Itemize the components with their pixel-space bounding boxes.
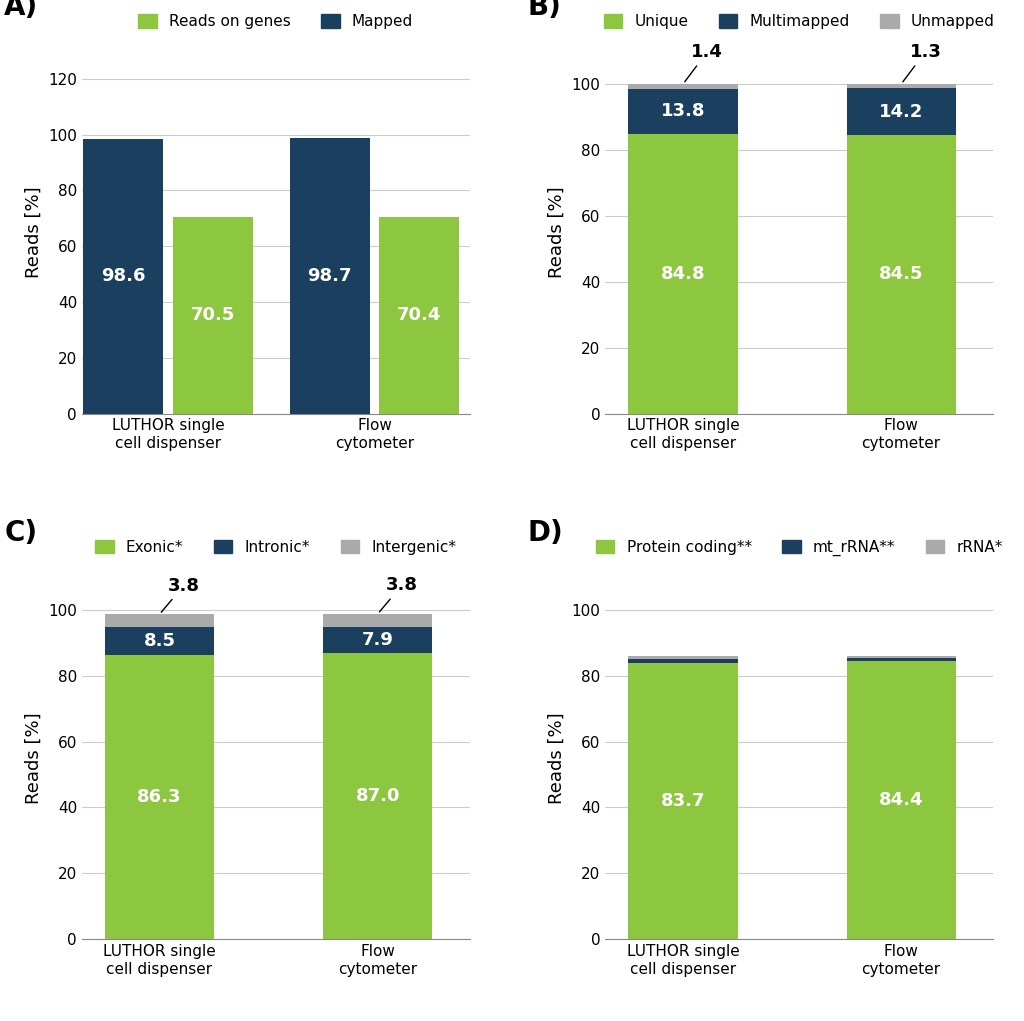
Y-axis label: Reads [%]: Reads [%] (548, 713, 566, 804)
Y-axis label: Reads [%]: Reads [%] (548, 187, 566, 278)
Bar (83, 139, 164, 414)
Legend: Protein coding**, mt_rRNA**, rRNA*: Protein coding**, mt_rRNA**, rRNA* (590, 534, 1009, 563)
Text: 7.9: 7.9 (361, 631, 393, 648)
Legend: Exonic*, Intronic*, Intergenic*: Exonic*, Intronic*, Intergenic* (89, 534, 462, 561)
Text: C): C) (4, 519, 38, 547)
Bar (173, 217, 253, 414)
Bar (847, 84, 955, 88)
Text: 1.4: 1.4 (685, 43, 723, 82)
Bar (104, 654, 214, 939)
Bar (379, 217, 460, 414)
Text: 3.8: 3.8 (161, 577, 200, 613)
Legend: Reads on genes, Mapped: Reads on genes, Mapped (132, 8, 419, 35)
Legend: Unique, Multimapped, Unmapped: Unique, Multimapped, Unmapped (598, 8, 1000, 35)
Text: 86.3: 86.3 (137, 788, 181, 807)
Bar (324, 614, 432, 627)
Text: 83.7: 83.7 (660, 792, 706, 811)
Bar (104, 615, 214, 627)
Text: 87.0: 87.0 (355, 787, 400, 805)
Text: 1.3: 1.3 (903, 43, 941, 82)
Bar (847, 88, 955, 135)
Text: 84.8: 84.8 (660, 264, 706, 283)
Bar (629, 657, 737, 659)
Bar (290, 138, 370, 414)
Bar (847, 658, 955, 662)
Text: 84.5: 84.5 (879, 265, 924, 284)
Bar (629, 84, 737, 89)
Text: 13.8: 13.8 (660, 102, 706, 120)
Text: A): A) (4, 0, 39, 21)
Text: 3.8: 3.8 (380, 576, 418, 612)
Text: 14.2: 14.2 (879, 103, 924, 120)
Bar (629, 89, 737, 134)
Text: 84.4: 84.4 (879, 791, 924, 810)
Bar (629, 664, 737, 939)
Bar (629, 659, 737, 664)
Text: 98.7: 98.7 (307, 266, 352, 285)
Bar (847, 662, 955, 939)
Text: 70.4: 70.4 (397, 306, 441, 325)
Text: D): D) (528, 519, 563, 547)
Bar (629, 134, 737, 414)
Bar (847, 135, 955, 414)
Bar (847, 655, 955, 658)
Text: B): B) (528, 0, 562, 21)
Y-axis label: Reads [%]: Reads [%] (25, 713, 43, 804)
Text: 70.5: 70.5 (190, 306, 234, 325)
Bar (324, 627, 432, 652)
Bar (324, 652, 432, 939)
Text: 98.6: 98.6 (101, 268, 145, 285)
Bar (104, 627, 214, 654)
Text: 8.5: 8.5 (143, 632, 175, 650)
Y-axis label: Reads [%]: Reads [%] (25, 187, 43, 278)
